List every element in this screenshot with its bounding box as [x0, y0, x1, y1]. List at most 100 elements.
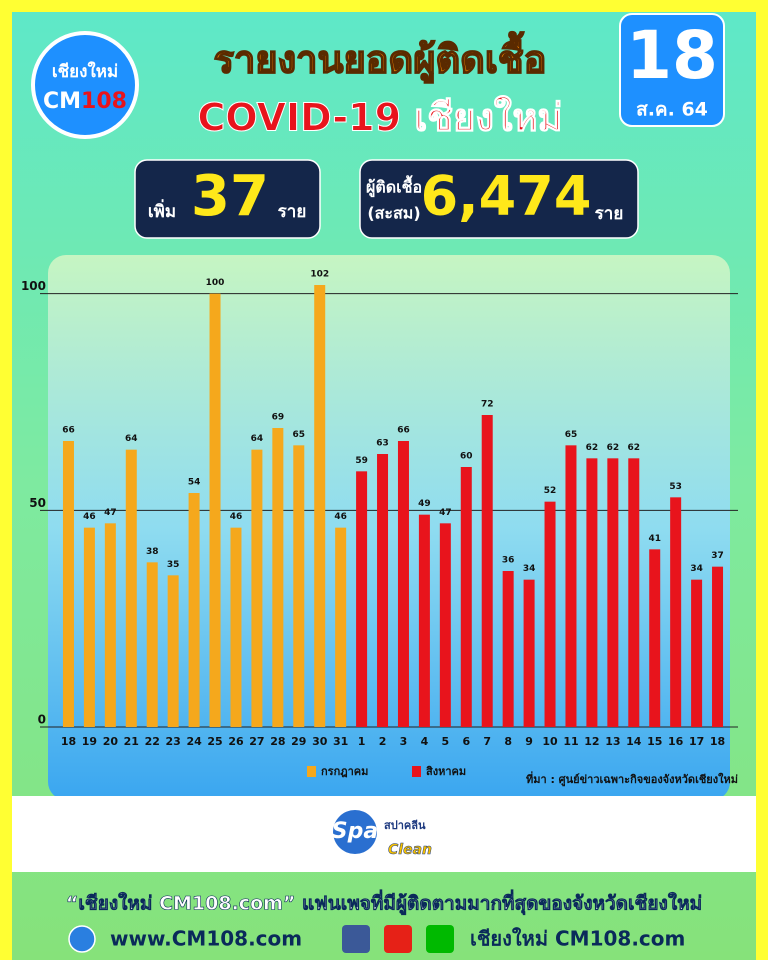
value-label: 69	[272, 413, 285, 423]
bar	[293, 445, 305, 727]
x-tick-label: 29	[291, 735, 306, 748]
new-cases: 37	[191, 164, 269, 229]
bar	[146, 562, 158, 727]
value-label: 62	[628, 443, 641, 453]
legend-swatch	[307, 766, 316, 777]
youtube-icon	[384, 925, 412, 953]
logo-cm: CM	[43, 89, 81, 114]
x-tick-label: 22	[145, 735, 160, 748]
title-line2: COVID-19 เชียงใหม่	[197, 96, 562, 140]
value-label: 34	[690, 564, 703, 574]
logo-top: เชียงใหม่	[52, 61, 118, 82]
title-line1: รายงานยอดผู้ติดเชื้อ	[214, 32, 547, 84]
bar	[691, 579, 703, 727]
x-tick-label: 19	[82, 735, 97, 748]
bar	[670, 497, 682, 727]
x-tick-label: 21	[124, 735, 139, 748]
date-day: 18	[626, 17, 718, 94]
bar	[377, 454, 389, 727]
logo-text: CM108	[43, 89, 127, 114]
y-tick-label: 50	[29, 496, 46, 510]
x-tick-label: 7	[483, 735, 491, 748]
value-label: 54	[188, 478, 201, 488]
value-label: 34	[523, 564, 536, 574]
x-tick-label: 23	[166, 735, 181, 748]
date-box	[619, 13, 725, 127]
value-label: 63	[376, 439, 389, 449]
logo-num: 108	[81, 89, 127, 114]
x-tick-label: 3	[400, 735, 408, 748]
x-tick-label: 18	[710, 735, 725, 748]
bar	[565, 445, 577, 727]
x-tick-label: 17	[689, 735, 704, 748]
value-label: 66	[397, 426, 410, 436]
total-cases: 6,474	[421, 165, 592, 228]
bar	[314, 285, 326, 727]
bar	[418, 514, 430, 727]
total-label1: ผู้ติดเชื้อ	[366, 175, 422, 199]
bar	[397, 441, 409, 727]
x-tick-label: 11	[563, 735, 578, 748]
bar	[544, 501, 556, 727]
x-tick-label: 8	[504, 735, 512, 748]
bar	[502, 571, 514, 727]
bar	[104, 523, 116, 727]
value-label: 47	[104, 508, 117, 518]
x-tick-label: 27	[249, 735, 264, 748]
value-label: 36	[502, 556, 515, 566]
value-label: 65	[293, 430, 306, 440]
x-tick-label: 13	[605, 735, 620, 748]
bar	[83, 527, 95, 727]
x-tick-label: 5	[442, 735, 450, 748]
bar	[272, 428, 284, 727]
value-label: 53	[669, 482, 682, 492]
sponsor-clean: Clean	[388, 842, 432, 858]
bar	[230, 527, 242, 727]
x-tick-label: 15	[647, 735, 662, 748]
legend-label: กรกฎาคม	[321, 765, 368, 778]
bar	[628, 458, 640, 727]
value-label: 49	[418, 499, 431, 509]
new-label: เพิ่ม	[148, 199, 176, 222]
bar	[649, 549, 661, 727]
x-tick-label: 6	[462, 735, 470, 748]
x-tick-label: 25	[207, 735, 222, 748]
value-label: 62	[586, 443, 599, 453]
footer-page: เชียงใหม่ CM108.com	[470, 927, 685, 951]
value-label: 64	[251, 434, 264, 444]
bar	[209, 293, 221, 727]
globe-icon	[68, 925, 96, 953]
value-label: 46	[334, 512, 347, 522]
value-label: 64	[125, 434, 138, 444]
footer-tagline: “เชียงใหม่ CM108.com” แฟนเพจที่มีผู้ติดต…	[66, 890, 702, 916]
x-tick-label: 24	[186, 735, 202, 748]
value-label: 37	[711, 551, 724, 561]
line-icon	[426, 925, 454, 953]
bar	[356, 471, 368, 727]
x-tick-label: 10	[542, 735, 558, 748]
value-label: 41	[648, 534, 661, 544]
bar	[712, 566, 724, 727]
x-tick-label: 12	[584, 735, 599, 748]
bar	[460, 467, 472, 727]
bar	[607, 458, 619, 727]
sponsor-logo	[333, 810, 377, 854]
bar	[251, 449, 263, 727]
x-tick-label: 26	[228, 735, 244, 748]
x-tick-label: 9	[525, 735, 533, 748]
legend-swatch	[412, 766, 421, 777]
value-label: 66	[62, 426, 75, 436]
value-label: 72	[481, 400, 494, 410]
x-tick-label: 20	[103, 735, 119, 748]
bar	[188, 493, 200, 727]
bar	[62, 441, 74, 727]
x-tick-label: 1	[358, 735, 366, 748]
value-label: 38	[146, 547, 159, 557]
sponsor-panel	[12, 796, 756, 872]
footer-website: www.CM108.com	[110, 927, 302, 951]
x-tick-label: 30	[312, 735, 328, 748]
new-unit: ราย	[278, 202, 307, 222]
bar	[481, 415, 493, 727]
